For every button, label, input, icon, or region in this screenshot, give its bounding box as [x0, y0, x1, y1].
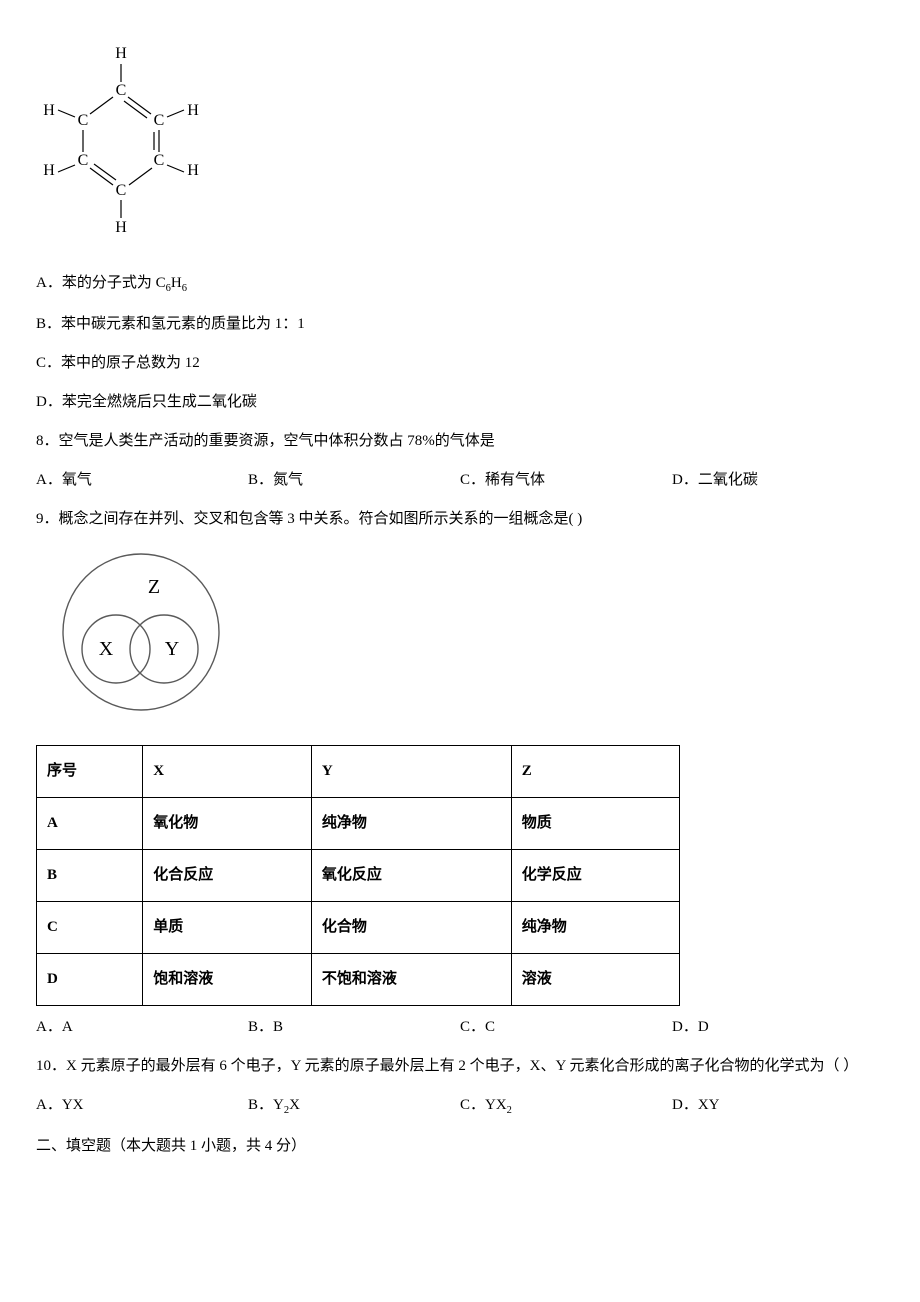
q7-option-d: D．苯完全燃烧后只生成二氧化碳	[36, 389, 884, 416]
atom-h: H	[43, 162, 55, 179]
cell: 纯净物	[311, 797, 511, 849]
q9-answer-a: A．A	[36, 1014, 248, 1041]
q10-stem: 10．X 元素原子的最外层有 6 个电子，Y 元素的原子最外层上有 2 个电子，…	[36, 1053, 884, 1080]
table-row: A 氧化物 纯净物 物质	[37, 797, 680, 849]
q9-answers-row: A．A B．B C．C D．D	[36, 1014, 884, 1041]
section-2-heading: 二、填空题（本大题共 1 小题，共 4 分）	[36, 1133, 884, 1160]
q7-option-a: A．苯的分子式为 C6H6	[36, 270, 884, 299]
q10-b-post: X	[289, 1097, 300, 1113]
q10-option-d: D．XY	[672, 1092, 884, 1121]
benzene-structure-diagram: C C C C C C H H H H H H	[36, 40, 884, 250]
atom-c: C	[78, 152, 89, 169]
cell: 纯净物	[511, 901, 680, 953]
table-row: B 化合反应 氧化反应 化学反应	[37, 849, 680, 901]
cell: 溶液	[511, 953, 680, 1005]
atom-c: C	[154, 152, 165, 169]
cell: D	[37, 953, 143, 1005]
q8-options-row: A．氧气 B．氮气 C．稀有气体 D．二氧化碳	[36, 467, 884, 494]
q10-b-pre: B．Y	[248, 1097, 284, 1113]
cell: 氧化物	[143, 797, 312, 849]
q8-option-a: A．氧气	[36, 467, 248, 494]
q10-c-sub: 2	[507, 1105, 512, 1116]
venn-diagram: Z X Y	[36, 547, 884, 727]
q7-a-sub2: 6	[182, 283, 187, 294]
cell: 单质	[143, 901, 312, 953]
cell: 饱和溶液	[143, 953, 312, 1005]
cell: C	[37, 901, 143, 953]
cell: 化学反应	[511, 849, 680, 901]
q10-option-a: A．YX	[36, 1092, 248, 1121]
q7-option-c: C．苯中的原子总数为 12	[36, 350, 884, 377]
venn-label-z: Z	[148, 576, 160, 598]
atom-h: H	[115, 45, 127, 62]
q8-option-c: C．稀有气体	[460, 467, 672, 494]
cell: B	[37, 849, 143, 901]
q8-option-b: B．氮气	[248, 467, 460, 494]
q10-option-b: B．Y2X	[248, 1092, 460, 1121]
atom-c: C	[78, 112, 89, 129]
venn-label-x: X	[99, 638, 114, 660]
atom-h: H	[115, 219, 127, 236]
th-y: Y	[311, 745, 511, 797]
table-row: C 单质 化合物 纯净物	[37, 901, 680, 953]
q10-option-c: C．YX2	[460, 1092, 672, 1121]
atom-c: C	[154, 112, 165, 129]
th-x: X	[143, 745, 312, 797]
cell: 氧化反应	[311, 849, 511, 901]
atom-c: C	[116, 182, 127, 199]
th-seq: 序号	[37, 745, 143, 797]
venn-label-y: Y	[165, 638, 179, 660]
cell: 不饱和溶液	[311, 953, 511, 1005]
atom-h: H	[187, 162, 199, 179]
q7-option-b: B．苯中碳元素和氢元素的质量比为 1：1	[36, 311, 884, 338]
atom-c: C	[116, 82, 127, 99]
q7-a-mid: H	[171, 275, 182, 291]
q9-answer-d: D．D	[672, 1014, 884, 1041]
th-z: Z	[511, 745, 680, 797]
cell: A	[37, 797, 143, 849]
q8-stem: 8．空气是人类生产活动的重要资源，空气中体积分数占 78%的气体是	[36, 428, 884, 455]
q8-option-d: D．二氧化碳	[672, 467, 884, 494]
q9-table: 序号 X Y Z A 氧化物 纯净物 物质 B 化合反应 氧化反应 化学反应 C…	[36, 745, 680, 1006]
table-row: D 饱和溶液 不饱和溶液 溶液	[37, 953, 680, 1005]
q10-options-row: A．YX B．Y2X C．YX2 D．XY	[36, 1092, 884, 1121]
table-header-row: 序号 X Y Z	[37, 745, 680, 797]
atom-h: H	[43, 102, 55, 119]
atom-h: H	[187, 102, 199, 119]
q7-a-text: A．苯的分子式为 C	[36, 275, 166, 291]
q9-answer-c: C．C	[460, 1014, 672, 1041]
q10-c-pre: C．YX	[460, 1097, 507, 1113]
q9-answer-b: B．B	[248, 1014, 460, 1041]
cell: 化合物	[311, 901, 511, 953]
q9-stem: 9．概念之间存在并列、交叉和包含等 3 中关系。符合如图所示关系的一组概念是( …	[36, 506, 884, 533]
cell: 物质	[511, 797, 680, 849]
cell: 化合反应	[143, 849, 312, 901]
